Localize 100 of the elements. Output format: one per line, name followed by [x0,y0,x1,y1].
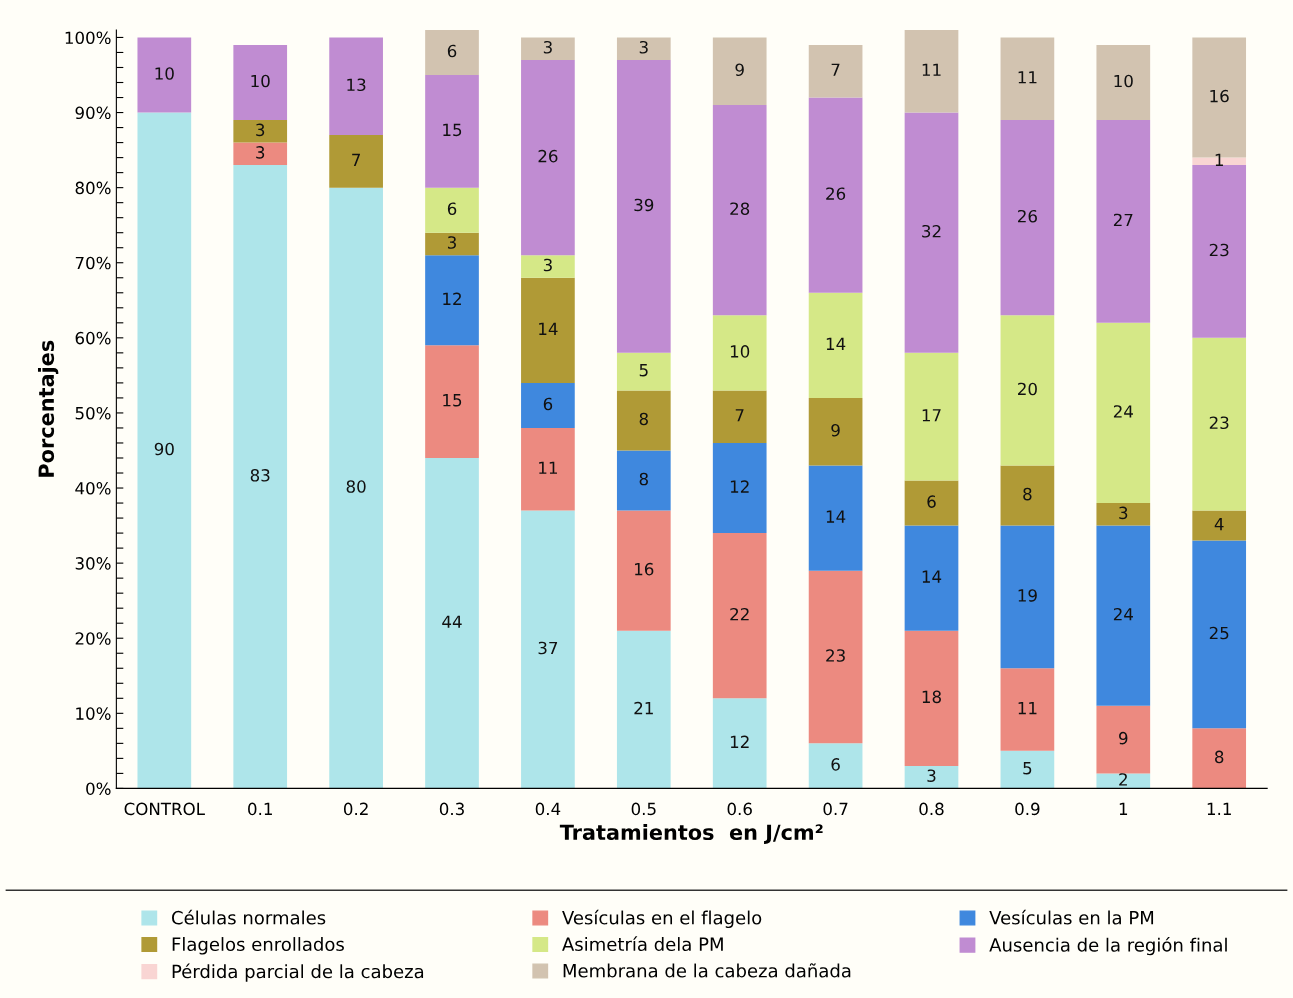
data-label: 12 [730,735,749,748]
legend-label: Vesículas en la PM [989,909,1154,925]
bar [1192,510,1247,541]
bar [521,59,575,256]
data-label: 10 [155,67,174,80]
bar [808,570,863,744]
y-tick-label: 70% [75,256,111,270]
y-tick-label: 40% [75,481,111,495]
data-label: 11 [539,461,557,474]
bar [616,59,671,353]
bar [712,442,767,534]
data-label: 10 [1114,74,1133,88]
bar [904,630,959,766]
data-label: 2 [1119,773,1127,786]
bar [233,44,288,121]
data-label: 26 [538,149,558,163]
data-label: 14 [826,510,846,523]
bar [712,390,767,443]
bar [808,397,863,466]
data-label: 19 [1018,589,1037,602]
legend-label: Vesículas en el flagelo [562,909,762,929]
data-label: 24 [1113,607,1133,621]
x-axis-title: Tratamientos en J/cm² [559,823,823,844]
bar [904,480,959,526]
x-tick-label: 0.6 [727,802,752,816]
x-tick-label: 1.1 [1207,802,1231,815]
bar [1096,322,1151,504]
y-tick-label: 10% [76,707,111,720]
legend-label: Membrana de la cabeza dañada [563,963,851,978]
data-label: 10 [730,345,750,358]
data-label: 6 [447,202,457,216]
data-label: 7 [352,153,360,166]
bar [329,37,383,136]
data-label: 11 [1018,702,1037,715]
y-tick-label: 80% [75,181,111,195]
legend-label: Asimetría dela PM [562,936,723,952]
bar [1000,120,1055,316]
data-label: 8 [1215,750,1224,764]
bar [1096,525,1151,706]
data-label: 26 [826,187,846,200]
bar [137,112,192,789]
data-label: 20 [1018,382,1037,396]
y-tick-label: 60% [75,331,111,345]
y-tick-label: 0% [86,782,111,795]
y-tick-label: 20% [75,632,111,645]
data-label: 28 [730,202,750,216]
data-label: 37 [538,641,558,655]
data-label: 15 [443,394,462,407]
bar [808,743,863,789]
x-tick-label: 0.4 [535,802,561,816]
data-label: 3 [256,146,265,159]
legend-label: Pérdida parcial de la cabeza [172,963,424,982]
data-label: 18 [922,690,941,704]
data-label: 80 [346,480,366,493]
bar [521,510,575,789]
x-tick-label: 0.9 [1015,802,1040,816]
data-label: 3 [447,236,456,249]
data-label: 83 [250,469,270,482]
bar [616,510,671,631]
x-tick-label: 1 [1119,802,1128,815]
bar [521,427,575,511]
x-tick-label: CONTROL [124,802,205,816]
bar [616,352,671,391]
bar [1000,465,1055,526]
data-label: 15 [443,123,462,137]
data-label: 10 [251,74,270,88]
bar [616,450,671,511]
bar [904,29,959,113]
bar [329,187,383,789]
data-label: 8 [639,472,648,486]
bar [425,187,479,233]
bar [425,29,479,75]
data-label: 6 [447,44,457,58]
y-axis-title: Porcentajes [37,340,59,477]
data-label: 23 [826,649,845,662]
bar [808,97,863,293]
legend-label: Células normales [171,909,326,925]
data-label: 90 [154,442,174,456]
bar [712,37,767,106]
data-label: 6 [831,758,840,771]
data-label: 26 [1018,209,1037,223]
data-label: 3 [1119,506,1128,520]
bar [616,37,671,60]
legend-label: Ausencia de la región final [989,937,1227,956]
bar [712,105,767,316]
bar [425,345,479,458]
x-tick-label: 0.7 [823,802,848,816]
data-label: 7 [735,409,744,422]
bar [904,525,959,631]
data-label: 3 [543,258,552,272]
bar [329,135,383,188]
data-label: 32 [922,224,941,238]
bar [521,277,575,383]
data-label: 39 [634,198,654,212]
y-tick-label: 30% [75,557,111,570]
bar [1096,503,1151,526]
bar [712,533,767,699]
data-label: 14 [922,570,942,583]
bar [425,457,479,789]
data-label: 9 [1119,731,1128,745]
